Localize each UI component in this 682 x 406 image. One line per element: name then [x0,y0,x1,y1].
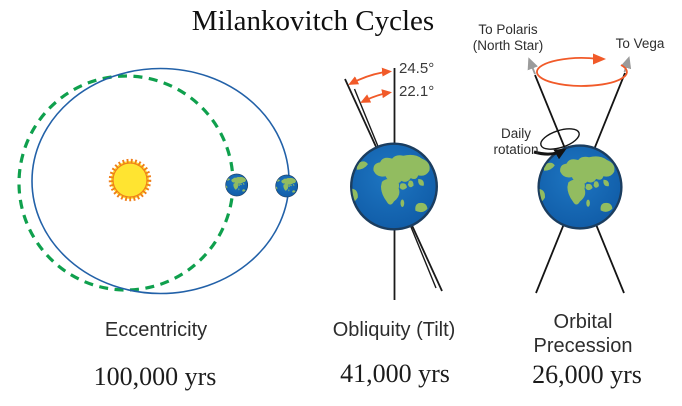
obliquity-period: 41,000 yrs [340,359,450,388]
to-polaris-label-line2: (North Star) [472,37,544,53]
to-vega-label: To Vega [615,36,665,51]
eccentricity-caption: Eccentricity [104,319,208,341]
to-polaris-arrow [527,57,538,75]
figure-title: Milankovitch Cycles [191,5,435,37]
daily-rotation-label: Daily rotation [493,126,538,157]
precession-caption-line1: Orbital [553,311,613,333]
earth-precession [535,146,621,229]
to-polaris-label-line1: To Polaris [478,22,538,37]
precession-period: 26,000 yrs [532,360,642,389]
to-vega-arrow [620,56,632,73]
daily-rotation-loop [540,128,580,150]
earth-on-circular-orbit [225,174,248,196]
daily-rotation-label-line2: rotation [493,141,539,157]
eccentricity-diagram [17,67,298,295]
angle-label-max: 24.5° [399,60,435,77]
precession-ring-arrowhead [593,53,606,65]
angle-arrow-22-1 [360,89,392,103]
precession-caption: Orbital Precession [534,311,633,358]
eccentricity-period: 100,000 yrs [93,362,217,391]
sun-disc [112,162,148,198]
earth-obliquity [348,144,437,230]
angle-arrow-24-5 [348,67,392,85]
to-polaris-label: To Polaris (North Star) [473,22,544,53]
elliptical-orbit [31,67,290,295]
precession-diagram [527,53,632,294]
precession-caption-line2: Precession [533,334,633,357]
sun-icon [108,158,152,202]
obliquity-caption: Obliquity (Tilt) [332,319,456,341]
daily-rotation-arrow [533,148,567,160]
earth-on-elliptical-orbit [275,175,298,197]
angle-label-min: 22.1° [399,83,435,100]
obliquity-diagram [344,67,443,300]
precession-ring [536,57,628,87]
daily-rotation-label-line1: Daily [500,126,531,141]
